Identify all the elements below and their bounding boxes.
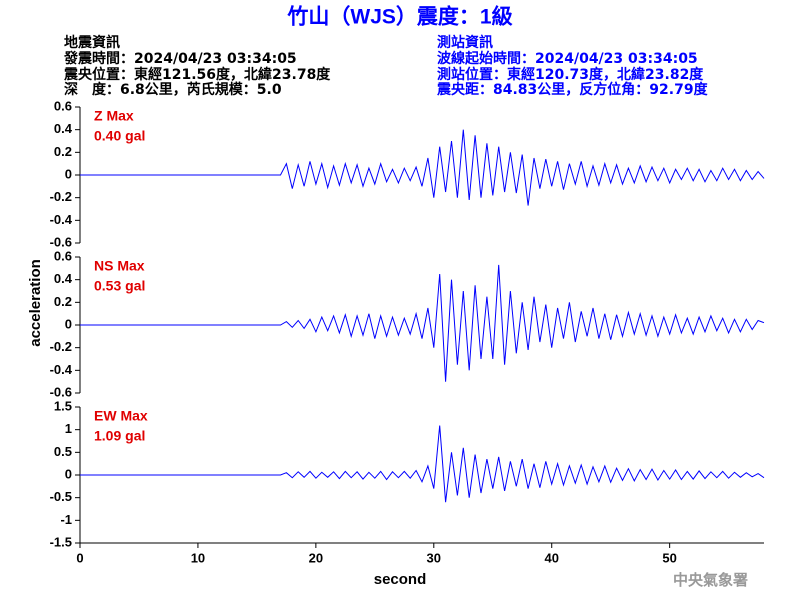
y-tick-label: -0.6 [50,234,72,249]
y-tick-label: 0.6 [54,98,72,113]
y-tick-label: -0.5 [50,489,72,504]
y-tick-label: -1 [60,512,72,527]
y-tick-label: -0.4 [50,362,73,377]
waveform [80,129,765,206]
x-tick-label: 50 [662,550,676,565]
component-label: EW Max [94,408,148,424]
y-tick-label: 0.6 [54,248,72,263]
y-tick-label: 1 [65,421,72,436]
max-label: 0.53 gal [94,278,145,294]
y-tick-label: 0 [65,166,72,181]
waveform [80,264,765,382]
x-tick-label: 0 [76,550,83,565]
y-tick-label: -1.5 [50,534,72,549]
component-label: Z Max [94,108,134,124]
info-right: 震央距：84.83公里，反方位角：92.79度 [436,81,709,98]
y-tick-label: -0.4 [50,212,73,227]
x-axis-label: second [374,571,427,588]
info-left: 震央位置：東經121.56度，北緯23.78度 [63,66,331,83]
info-right: 測站資訊 [437,34,493,51]
info-left: 地震資訊 [64,34,120,51]
y-tick-label: -0.6 [50,384,72,399]
waveform [80,425,765,503]
x-tick-label: 30 [427,550,441,565]
y-axis-label: acceleration [27,259,44,347]
y-tick-label: -0.2 [50,189,72,204]
max-label: 1.09 gal [94,428,145,444]
y-tick-label: 1.5 [54,398,72,413]
y-tick-label: 0.2 [54,144,72,159]
x-tick-label: 40 [544,550,558,565]
x-tick-label: 20 [309,550,323,565]
max-label: 0.40 gal [94,128,145,144]
info-right: 波線起始時間：2024/04/23 03:34:05 [437,50,698,67]
x-tick-label: 10 [191,550,205,565]
y-tick-label: 0.2 [54,294,72,309]
info-left: 發震時間：2024/04/23 03:34:05 [63,50,297,67]
footer: 中央氣象署 [673,571,748,589]
y-tick-label: 0 [65,466,72,481]
info-right: 測站位置：東經120.73度，北緯23.82度 [437,66,704,83]
y-tick-label: 0.5 [54,444,72,459]
component-label: NS Max [94,258,145,274]
y-tick-label: -0.2 [50,339,72,354]
y-tick-label: 0 [65,316,72,331]
info-left: 深 度：6.8公里，芮氏規模：5.0 [64,81,282,98]
y-tick-label: 0.4 [54,121,73,136]
y-tick-label: 0.4 [54,271,73,286]
chart-title: 竹山（WJS）震度：1級 [286,5,512,29]
